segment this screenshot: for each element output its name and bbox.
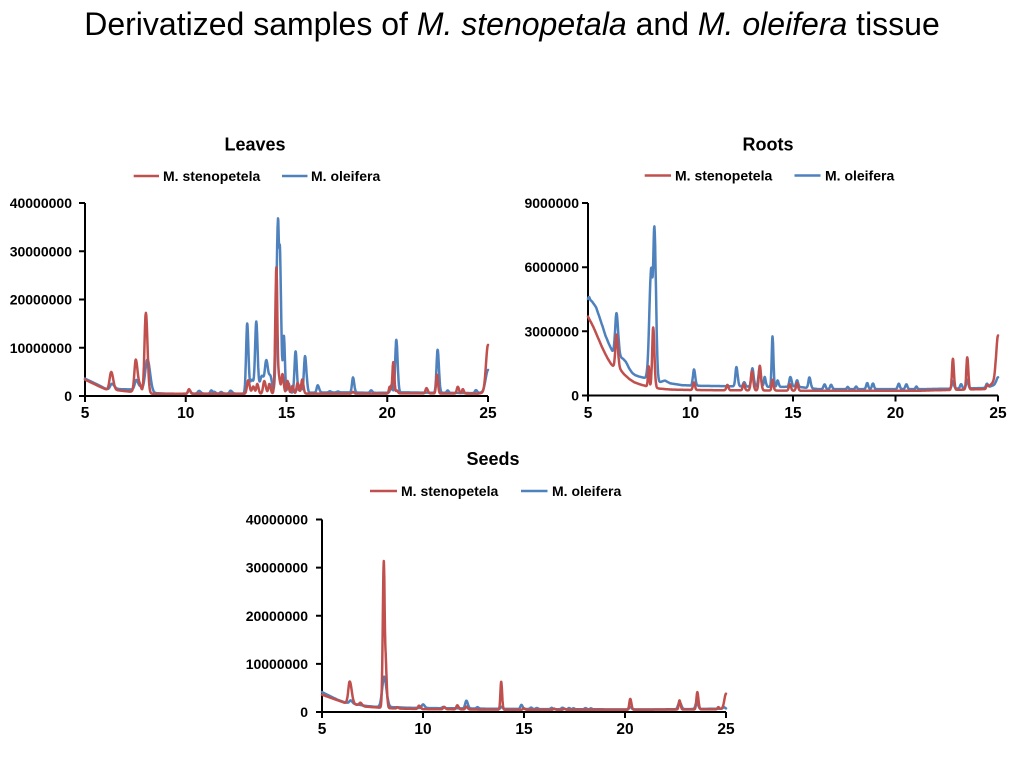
- svg-text:15: 15: [515, 721, 533, 738]
- svg-text:6000000: 6000000: [524, 259, 579, 275]
- svg-text:0: 0: [64, 388, 72, 404]
- svg-text:30000000: 30000000: [10, 243, 73, 259]
- svg-text:M. stenopetela: M. stenopetela: [401, 483, 498, 499]
- svg-text:10000000: 10000000: [10, 340, 73, 356]
- svg-text:5: 5: [81, 405, 90, 422]
- svg-text:0: 0: [300, 704, 308, 720]
- svg-text:20: 20: [616, 721, 633, 738]
- svg-text:20000000: 20000000: [246, 608, 309, 624]
- svg-text:Leaves: Leaves: [224, 135, 285, 155]
- svg-text:25: 25: [479, 405, 497, 422]
- svg-text:15: 15: [784, 405, 802, 422]
- svg-text:10: 10: [682, 405, 699, 422]
- svg-text:15: 15: [278, 405, 296, 422]
- svg-text:5: 5: [584, 405, 593, 422]
- svg-text:M. stenopetela: M. stenopetela: [163, 168, 260, 184]
- svg-text:M. stenopetela: M. stenopetela: [675, 168, 772, 184]
- svg-text:Seeds: Seeds: [466, 449, 519, 469]
- svg-text:25: 25: [717, 721, 735, 738]
- svg-text:10000000: 10000000: [246, 656, 309, 672]
- svg-text:M. oleifera: M. oleifera: [311, 168, 380, 184]
- svg-text:9000000: 9000000: [524, 195, 579, 211]
- svg-text:M. oleifera: M. oleifera: [552, 483, 621, 499]
- svg-text:40000000: 40000000: [10, 195, 73, 211]
- svg-text:20: 20: [379, 405, 396, 422]
- svg-text:20: 20: [887, 405, 904, 422]
- svg-text:40000000: 40000000: [246, 512, 309, 528]
- svg-text:0: 0: [571, 388, 579, 404]
- svg-text:30000000: 30000000: [246, 560, 309, 576]
- svg-text:20000000: 20000000: [10, 292, 73, 308]
- svg-text:3000000: 3000000: [524, 323, 579, 339]
- svg-text:Derivatized samples of M. sten: Derivatized samples of M. stenopetala an…: [84, 6, 940, 42]
- svg-text:M. oleifera: M. oleifera: [825, 168, 894, 184]
- svg-text:25: 25: [989, 405, 1007, 422]
- svg-text:Roots: Roots: [743, 135, 794, 155]
- svg-text:5: 5: [318, 721, 327, 738]
- svg-text:10: 10: [414, 721, 431, 738]
- svg-text:10: 10: [177, 405, 194, 422]
